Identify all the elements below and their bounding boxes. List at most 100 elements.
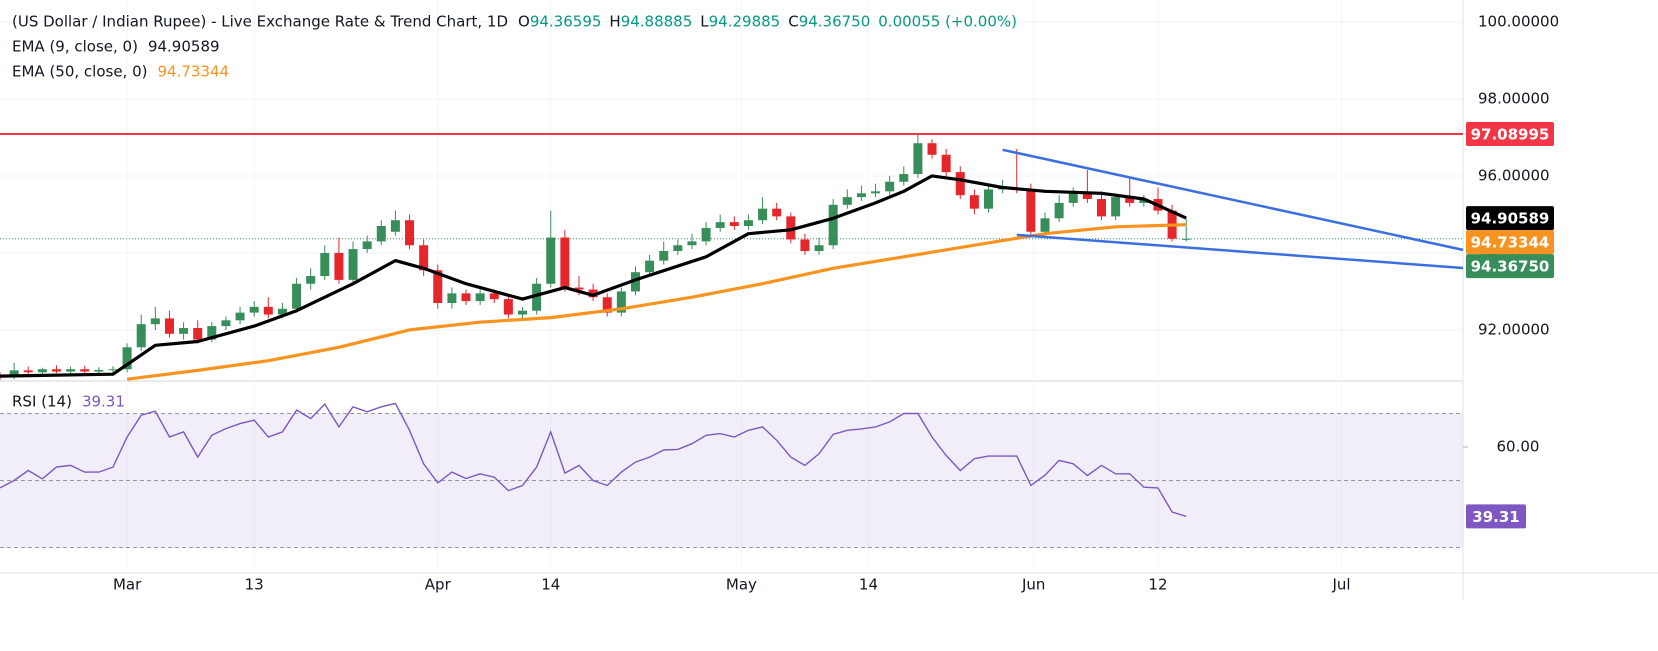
candle-body — [630, 272, 640, 292]
candle-body — [306, 276, 316, 284]
ema-legend-value: 94.90589 — [148, 38, 220, 56]
candle-body — [560, 237, 570, 288]
candle-body — [193, 328, 203, 340]
candle-body — [122, 347, 132, 370]
candle-body — [179, 328, 189, 334]
candle-body — [1096, 199, 1106, 217]
x-tick-label: May — [726, 576, 757, 594]
x-tick-label: Jun — [1021, 576, 1045, 594]
candle-body — [856, 193, 866, 198]
ema-tag: 94.73344 — [1471, 234, 1550, 252]
candle-body — [94, 369, 104, 372]
ema-line — [0, 174, 1187, 378]
candle-body — [1068, 193, 1078, 203]
candle-body — [1054, 202, 1064, 219]
candle-body — [588, 289, 598, 298]
candle-body — [419, 245, 429, 271]
rsi-tick-label: 60.00 — [1497, 438, 1540, 456]
candle-body — [249, 306, 259, 313]
trendline — [1002, 148, 1464, 252]
candle-body — [461, 293, 471, 302]
candle-body — [814, 245, 824, 252]
candle-body — [489, 293, 499, 300]
candle-body — [1111, 197, 1121, 217]
candle-body — [532, 283, 542, 311]
ohlc-key: L — [700, 13, 709, 31]
candle-body — [1125, 197, 1135, 203]
candle-body — [37, 369, 47, 373]
ohlc-key: C — [788, 13, 798, 31]
candle-body — [277, 308, 287, 315]
candle-body — [984, 189, 994, 209]
candle-body — [348, 249, 358, 280]
x-tick-label: 14 — [541, 576, 560, 594]
candle-body — [842, 197, 852, 205]
candle-body — [729, 222, 739, 226]
x-tick-label: Apr — [425, 576, 452, 594]
candle-body — [66, 369, 76, 372]
x-tick-label: 12 — [1148, 576, 1167, 594]
x-tick-label: Jul — [1331, 576, 1350, 594]
candle-body — [23, 370, 33, 373]
candle-body — [941, 154, 951, 173]
candle-body — [235, 312, 245, 321]
candle-body — [546, 237, 556, 284]
candle-body — [659, 251, 669, 261]
candle-body — [1040, 218, 1050, 232]
candle-body — [687, 241, 697, 246]
candle-body — [405, 220, 415, 246]
ema-legend-name: EMA (9, close, 0) — [12, 38, 138, 56]
candle-body — [715, 222, 725, 228]
candle-body — [602, 297, 612, 313]
x-tick-label: 13 — [245, 576, 264, 594]
candle-body — [475, 293, 485, 302]
candle-body — [955, 172, 965, 196]
candle-body — [800, 239, 810, 252]
candle-body — [758, 208, 768, 221]
candle-body — [616, 291, 626, 313]
candle-body — [433, 270, 443, 303]
x-tick-label: Mar — [113, 576, 142, 594]
candle-body — [9, 370, 19, 377]
rsi-line — [0, 402, 1187, 517]
ema-legend-value: 94.73344 — [158, 63, 230, 81]
candle-body — [969, 195, 979, 209]
candle-body — [871, 191, 881, 194]
candle-body — [1026, 189, 1036, 232]
candle-body — [701, 227, 711, 242]
candle-body — [150, 318, 160, 325]
candle-body — [207, 326, 217, 340]
candle-body — [320, 252, 330, 277]
candle-body — [390, 220, 400, 232]
candle-body — [447, 293, 457, 303]
candle-body — [743, 220, 753, 226]
y-tick-label: 98.00000 — [1478, 89, 1550, 107]
candle-body — [645, 260, 655, 273]
chart-title: (US Dollar / Indian Rupee) - Live Exchan… — [12, 13, 508, 31]
y-tick-label: 92.00000 — [1478, 320, 1550, 338]
candle-body — [108, 369, 118, 371]
last-price-tag: 94.36750 — [1471, 258, 1550, 276]
candle-body — [80, 369, 90, 372]
candle-body — [1139, 199, 1149, 203]
candle-body — [574, 287, 584, 290]
ohlc-key: O — [518, 13, 530, 31]
candle-body — [376, 225, 386, 242]
ema-line — [126, 223, 1187, 381]
rsi-tag: 39.31 — [1472, 508, 1519, 526]
y-tick-label: 96.00000 — [1478, 166, 1550, 184]
candle-body — [885, 181, 895, 192]
rsi-legend-value: 39.31 — [82, 393, 125, 411]
candle-body — [772, 208, 782, 217]
candle-body — [503, 299, 513, 315]
candle-body — [164, 318, 174, 334]
candle-body — [518, 310, 527, 315]
ohlc-value: 94.36750 — [799, 13, 871, 31]
candle-body — [913, 143, 923, 175]
price-tag-bg — [1466, 206, 1554, 231]
candle-body — [828, 204, 838, 246]
price-tag-bg — [1466, 254, 1554, 279]
candle-body — [136, 324, 146, 348]
